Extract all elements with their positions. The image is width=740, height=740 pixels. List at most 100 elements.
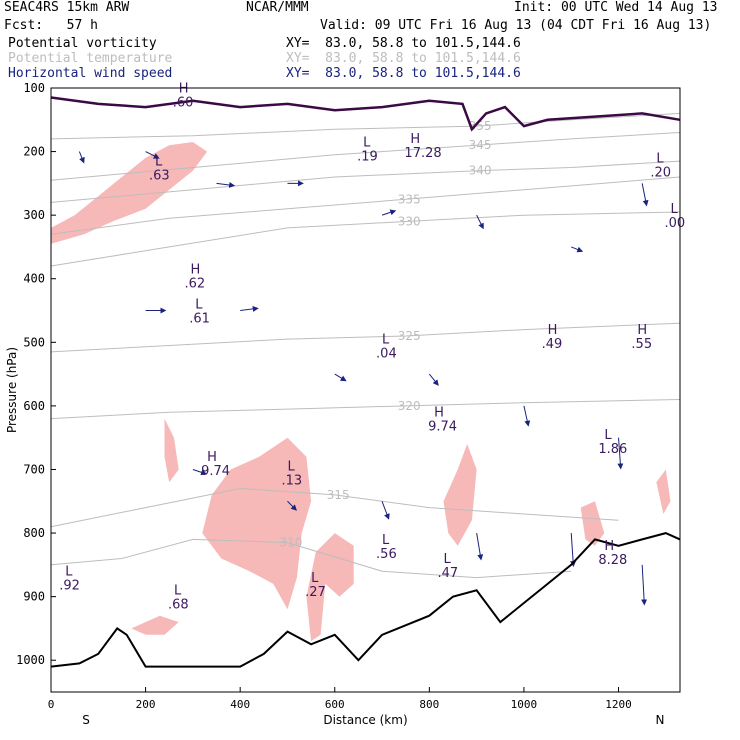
forecast-hour: Fcst: 57 h bbox=[4, 18, 98, 33]
y-tick-label-1: 200 bbox=[23, 145, 45, 159]
wind-vector-5 bbox=[476, 214, 484, 230]
y-tick-label-7: 800 bbox=[23, 526, 45, 540]
hl-symbol-0: L bbox=[155, 154, 163, 169]
x-tick-label-0: 0 bbox=[48, 698, 55, 711]
y-tick-label-8: 900 bbox=[23, 590, 45, 604]
isentrope-325 bbox=[50, 322, 681, 353]
x-tick-label-4: 800 bbox=[419, 698, 439, 711]
pv-shaded-region-1 bbox=[202, 437, 312, 610]
hl-value-6: .04 bbox=[376, 346, 397, 361]
hl-value-19: .00 bbox=[665, 216, 686, 231]
y-axis-title: Pressure (hPa) bbox=[5, 347, 19, 433]
hl-symbol-20: H bbox=[604, 539, 614, 554]
hl-value-13: .56 bbox=[376, 547, 397, 562]
isentrope-label-335: 335 bbox=[398, 192, 421, 206]
x-tick-label-5: 1000 bbox=[511, 698, 538, 711]
pv-shaded-region-5 bbox=[580, 501, 605, 546]
x-axis-title: Distance (km) bbox=[323, 713, 407, 727]
wind-vector-7 bbox=[641, 183, 649, 207]
hl-symbol-14: L bbox=[444, 552, 452, 567]
center-label: NCAR/MMM bbox=[246, 0, 309, 15]
legend-pv-label: Potential vorticity bbox=[8, 36, 157, 51]
hl-symbol-5: L bbox=[195, 298, 203, 313]
wind-vector-13 bbox=[617, 437, 624, 470]
x-tick-label-6: 1200 bbox=[605, 698, 632, 711]
legend-theta-label: Potential temperature bbox=[8, 51, 173, 66]
wind-vector-19 bbox=[641, 564, 648, 606]
wind-vector-6 bbox=[571, 246, 584, 253]
isentrope-315 bbox=[50, 487, 619, 528]
isentrope-label-345: 345 bbox=[469, 138, 492, 152]
hl-symbol-19: L bbox=[671, 202, 679, 217]
hl-symbol-17: L bbox=[311, 571, 319, 586]
y-tick-label-3: 400 bbox=[23, 272, 45, 286]
north-end-label: N bbox=[656, 713, 665, 727]
valid-label: Valid: 09 UTC Fri 16 Aug 13 (04 CDT Fri … bbox=[320, 18, 712, 33]
wind-vector-18 bbox=[570, 533, 577, 568]
isentrope-label-320: 320 bbox=[398, 399, 421, 413]
x-tick-label-3: 600 bbox=[325, 698, 345, 711]
isentrope-label-355: 355 bbox=[469, 119, 492, 133]
plot-frame bbox=[50, 87, 681, 693]
hl-symbol-12: L bbox=[604, 428, 612, 443]
hl-symbol-8: H bbox=[637, 323, 647, 338]
init-label: Init: 00 UTC Wed 14 Aug 13 bbox=[514, 0, 718, 15]
x-tick-label-1: 200 bbox=[136, 698, 156, 711]
wind-vector-2 bbox=[216, 181, 236, 188]
hl-symbol-4: H bbox=[191, 263, 201, 278]
wind-vector-14 bbox=[192, 468, 208, 476]
south-end-label: S bbox=[82, 713, 90, 727]
y-tick-label-2: 300 bbox=[23, 208, 45, 222]
y-tick-label-5: 600 bbox=[23, 399, 45, 413]
wind-vector-11 bbox=[428, 373, 439, 386]
hl-symbol-2: L bbox=[363, 135, 371, 150]
wind-vector-0 bbox=[78, 151, 85, 164]
wind-vector-17 bbox=[476, 532, 484, 561]
wind-vector-1 bbox=[145, 151, 160, 159]
isentrope-label-340: 340 bbox=[469, 164, 492, 178]
hl-value-7: .49 bbox=[542, 337, 563, 352]
y-tick-label-4: 500 bbox=[23, 335, 45, 349]
isentrope-310 bbox=[50, 538, 572, 579]
hl-symbol-6: L bbox=[382, 332, 390, 347]
hl-value-0: .63 bbox=[149, 168, 170, 183]
hl-value-14: .47 bbox=[438, 566, 459, 581]
hl-symbol-18: L bbox=[656, 151, 664, 166]
hl-symbol-16: L bbox=[174, 584, 182, 599]
y-tick-label-6: 700 bbox=[23, 462, 45, 476]
hl-symbol-10: H bbox=[207, 450, 217, 465]
terrain-line bbox=[50, 532, 681, 668]
hl-value-9: 9.74 bbox=[428, 420, 457, 435]
y-tick-label-9: 1000 bbox=[16, 653, 45, 667]
isentrope-320 bbox=[50, 399, 681, 420]
isentrope-330 bbox=[50, 211, 681, 267]
pv-contour-line bbox=[50, 96, 681, 132]
hl-symbol-11: L bbox=[287, 460, 295, 475]
hl-symbol-7: H bbox=[548, 323, 558, 338]
isentrope-335 bbox=[50, 176, 681, 235]
hl-value-12: 1.86 bbox=[598, 442, 627, 457]
wind-vector-9 bbox=[240, 305, 259, 312]
legend-theta-xy: XY= 83.0, 58.8 to 101.5,144.6 bbox=[286, 51, 521, 66]
isentrope-label-310: 310 bbox=[279, 536, 302, 550]
isentrope-label-330: 330 bbox=[398, 215, 421, 229]
hl-value-3: 17.28 bbox=[404, 146, 441, 161]
wind-vector-16 bbox=[381, 501, 390, 520]
wind-vector-4 bbox=[381, 209, 397, 216]
model-title: SEAC4RS 15km ARW bbox=[4, 0, 130, 15]
wind-vector-12 bbox=[523, 405, 531, 427]
isentrope-340 bbox=[50, 160, 681, 203]
hl-value-17: .27 bbox=[305, 585, 326, 600]
hl-symbol-3: H bbox=[410, 132, 420, 147]
pv-shaded-region-6 bbox=[656, 469, 671, 514]
pv-shaded-region-7 bbox=[131, 615, 179, 635]
hl-value-4: .62 bbox=[185, 277, 206, 292]
hl-value-18: .20 bbox=[650, 165, 671, 180]
hl-value-11: .13 bbox=[281, 474, 302, 489]
y-tick-label-0: 100 bbox=[23, 81, 45, 95]
hl-value-15: .92 bbox=[59, 579, 80, 594]
legend-wind-label: Horizontal wind speed bbox=[8, 66, 173, 81]
isentrope-label-315: 315 bbox=[327, 488, 350, 502]
pv-shaded-region-4 bbox=[443, 444, 477, 546]
